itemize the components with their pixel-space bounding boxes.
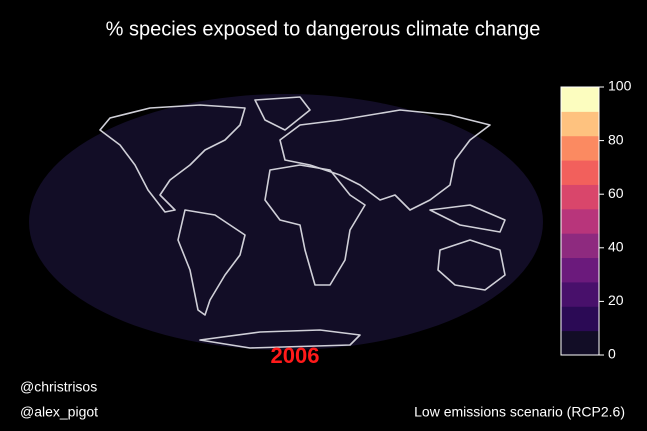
- coastline: [254, 96, 311, 131]
- title: % species exposed to dangerous climate c…: [106, 18, 541, 40]
- colorbar-bin: [561, 184, 599, 210]
- colorbar-bin: [561, 233, 599, 259]
- colorbar-frame: [560, 86, 600, 356]
- colorbar-bin: [561, 87, 599, 112]
- colorbar-tick-label: 20: [608, 292, 624, 308]
- colorbar-bin: [561, 306, 599, 332]
- colorbar-bin: [561, 135, 599, 161]
- scenario-label: Low emissions scenario (RCP2.6): [414, 404, 625, 420]
- colorbar-bin: [561, 208, 599, 234]
- coastline: [99, 104, 246, 213]
- colorbar-tick-label: 60: [608, 185, 624, 201]
- colorbar: 0 20 40 60 80 100: [560, 78, 632, 362]
- colorbar-bin: [561, 330, 599, 356]
- colorbar-bin: [561, 257, 599, 283]
- colorbar-tick-label: 40: [608, 239, 624, 255]
- colorbar-tick-label: 80: [608, 131, 624, 147]
- coastline: [264, 164, 366, 286]
- coastline: [279, 109, 491, 211]
- coastline: [437, 239, 506, 291]
- colorbar-tick-label: 100: [608, 78, 632, 94]
- year-label: 2006: [271, 343, 320, 368]
- colorbar-tick-label: 0: [608, 346, 616, 362]
- colorbar-bin: [561, 111, 599, 137]
- coastline: [199, 329, 361, 349]
- coastline: [177, 209, 246, 316]
- colorbar-bin: [561, 281, 599, 307]
- credit: @alex_pigot: [20, 404, 98, 420]
- coastline: [429, 204, 506, 233]
- world-map: [29, 94, 543, 350]
- credit: @christrisos: [20, 379, 97, 395]
- colorbar-bin: [561, 160, 599, 185]
